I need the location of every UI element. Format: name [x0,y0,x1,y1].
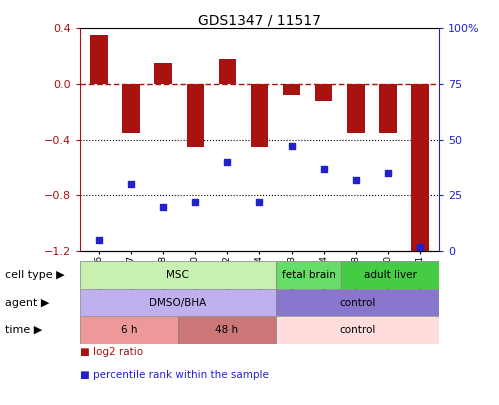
Point [352,177,360,183]
Text: 6 h: 6 h [121,325,137,335]
Bar [341,261,439,289]
Bar [379,84,397,133]
Bar [187,84,204,147]
Bar [178,316,276,344]
Point [255,199,263,205]
Bar [347,84,365,133]
Text: adult liver: adult liver [364,270,417,280]
Bar [276,289,439,316]
Bar [80,289,276,316]
Text: 48 h: 48 h [215,325,239,335]
Text: control: control [339,325,376,335]
Text: fetal brain: fetal brain [281,270,335,280]
Bar [250,84,268,147]
Bar [315,84,332,101]
Bar [80,261,276,289]
Title: GDS1347 / 11517: GDS1347 / 11517 [198,13,321,27]
Point [95,237,103,243]
Bar [411,84,429,251]
Text: ■ log2 ratio: ■ log2 ratio [80,347,143,357]
Bar [90,35,108,84]
Point [224,159,232,165]
Bar [154,63,172,84]
Point [127,181,135,188]
Point [287,143,295,149]
Bar [122,84,140,133]
Point [384,170,392,177]
Bar [219,59,236,84]
Point [191,199,199,205]
Bar [283,84,300,95]
Text: control: control [339,298,376,307]
Text: cell type ▶: cell type ▶ [5,270,64,280]
Bar [80,316,178,344]
Text: agent ▶: agent ▶ [5,298,49,307]
Text: DMSO/BHA: DMSO/BHA [149,298,207,307]
Bar [276,316,439,344]
Bar [276,261,341,289]
Point [159,203,167,210]
Text: MSC: MSC [166,270,189,280]
Text: time ▶: time ▶ [5,325,42,335]
Point [320,165,328,172]
Point [416,243,424,250]
Text: ■ percentile rank within the sample: ■ percentile rank within the sample [80,370,269,379]
